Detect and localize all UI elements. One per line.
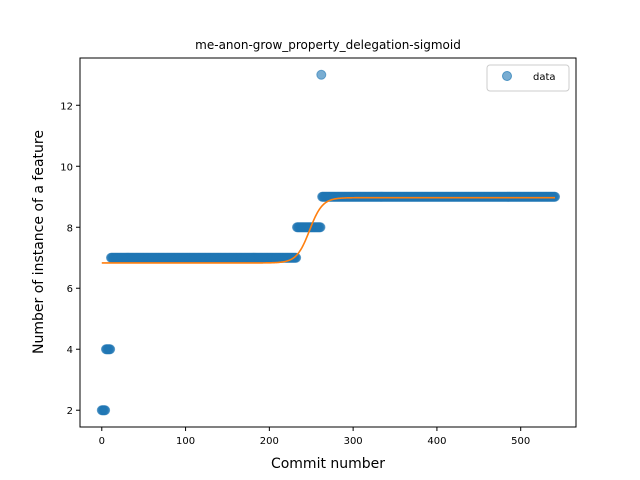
x-axis-label: Commit number [271, 456, 385, 472]
data-point [550, 191, 561, 202]
legend-box [486, 64, 570, 92]
legend: data [486, 64, 570, 92]
x-tick-label: 100 [176, 436, 195, 447]
y-axis: 2 4 6 8 10 12 [60, 101, 80, 417]
axes-frame [79, 57, 577, 428]
y-tick-label: 4 [67, 345, 73, 356]
y-tick-label: 6 [67, 284, 73, 295]
y-tick-label: 8 [67, 223, 73, 234]
data-point [105, 344, 116, 355]
x-tick-label: 500 [511, 436, 530, 447]
x-tick-label: 300 [344, 436, 363, 447]
data-point [315, 222, 326, 233]
x-tick-label: 0 [99, 436, 105, 447]
legend-marker [502, 71, 512, 81]
legend-label: data [533, 72, 556, 83]
chart-title: me-anon-grow_property_delegation-sigmoid [195, 38, 461, 52]
data-point [100, 405, 111, 416]
y-tick-label: 12 [60, 101, 73, 112]
y-axis-label: Number of instance of a feature [31, 130, 47, 354]
y-tick-label: 10 [60, 162, 73, 173]
data-point [316, 69, 327, 80]
plot-area [96, 69, 561, 416]
x-axis: 0 100 200 300 400 500 [99, 427, 530, 447]
x-tick-label: 400 [427, 436, 446, 447]
fit-line [101, 196, 556, 264]
data-point [291, 252, 302, 263]
x-tick-label: 200 [260, 436, 279, 447]
y-tick-label: 2 [67, 406, 73, 417]
